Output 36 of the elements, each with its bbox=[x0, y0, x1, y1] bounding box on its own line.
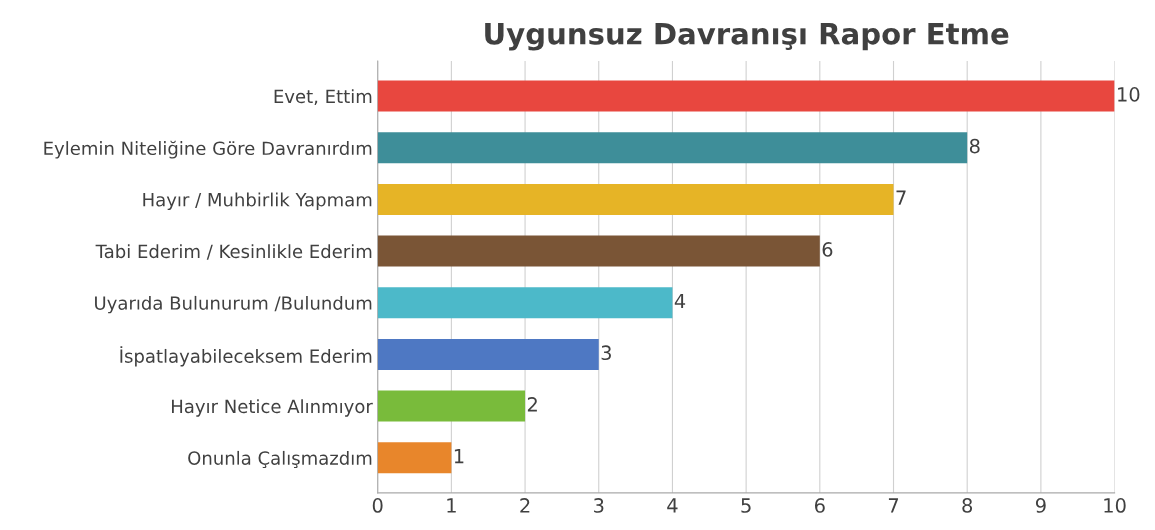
bar bbox=[377, 287, 673, 319]
x-tick-label: 7 bbox=[888, 498, 899, 513]
x-tick-label: 2 bbox=[520, 498, 530, 513]
data-label: 4 bbox=[674, 293, 686, 309]
bar bbox=[377, 235, 820, 267]
x-tick-label: 0 bbox=[372, 498, 383, 513]
x-tick-label: 10 bbox=[1104, 498, 1126, 513]
x-tick-label: 1 bbox=[447, 498, 456, 513]
data-label: 8 bbox=[969, 138, 980, 154]
x-tick-label: 9 bbox=[1035, 498, 1046, 513]
y-tick-label: Hayır / Muhbirlik Yapmam bbox=[143, 192, 372, 211]
data-label: 6 bbox=[822, 242, 833, 257]
y-tick-label: İspatlayabileceksem Ederim bbox=[120, 346, 372, 367]
data-label: 2 bbox=[527, 397, 537, 412]
bar bbox=[377, 442, 452, 474]
data-label: 10 bbox=[1118, 87, 1140, 102]
x-tick-label: 3 bbox=[594, 498, 604, 513]
bar bbox=[377, 390, 526, 422]
y-tick-label: Onunla Çalışmazdım bbox=[188, 450, 372, 469]
y-tick-label: Hayır Netice Alınmıyor bbox=[172, 399, 373, 417]
x-tick-label: 4 bbox=[667, 498, 678, 513]
data-label: 7 bbox=[896, 190, 906, 205]
x-tick-label: 6 bbox=[814, 498, 825, 513]
bar bbox=[377, 80, 1115, 112]
y-tick-label: Eylemin Niteliğine Göre Davranırdım bbox=[44, 140, 372, 159]
y-tick-label: Evet, Ettim bbox=[274, 89, 372, 106]
data-label: 3 bbox=[601, 345, 611, 361]
bar bbox=[377, 183, 894, 215]
y-tick-label: Tabi Ederim / Kesinlikle Ederim bbox=[95, 244, 372, 260]
x-tick-label: 5 bbox=[741, 498, 751, 513]
y-tick-label: Uyarıda Bulunurum /Bulundum bbox=[95, 295, 372, 314]
bar bbox=[377, 132, 968, 164]
chart-title: Uygunsuz Davranışı Rapor Etme bbox=[485, 23, 1009, 51]
bar bbox=[377, 338, 599, 370]
data-label: 1 bbox=[454, 448, 464, 464]
x-tick-label: 8 bbox=[962, 498, 973, 513]
